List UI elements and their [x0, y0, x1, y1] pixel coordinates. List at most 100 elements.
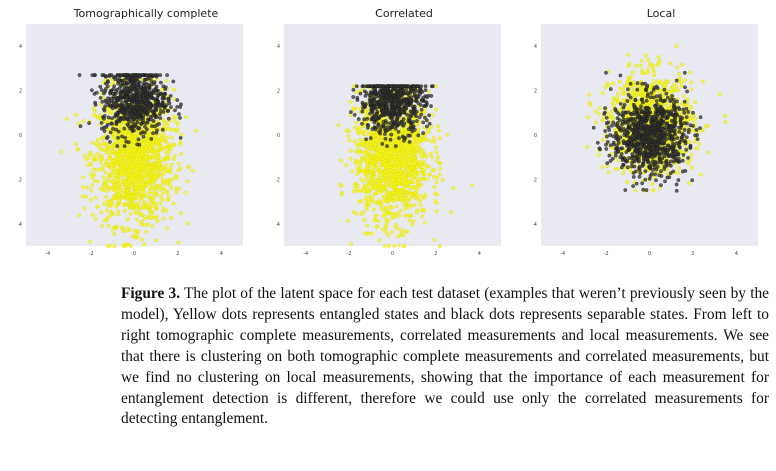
data-point [403, 177, 408, 182]
data-point [420, 214, 424, 219]
data-point [369, 90, 373, 95]
data-point [122, 126, 127, 131]
data-point [424, 118, 429, 123]
data-point [122, 144, 127, 148]
data-point [143, 108, 147, 113]
data-point [135, 164, 139, 169]
data-point [356, 161, 361, 165]
data-point [133, 122, 138, 126]
data-point [417, 193, 422, 198]
y-tick-label: 0 [277, 133, 280, 139]
data-point [154, 158, 159, 163]
data-point [408, 192, 412, 196]
data-point [111, 136, 116, 141]
data-point [392, 181, 396, 186]
data-point [159, 195, 163, 200]
data-point [169, 216, 173, 220]
data-point [123, 136, 128, 140]
data-point [136, 115, 141, 119]
data-point [434, 145, 438, 150]
data-point [429, 84, 434, 89]
data-point [169, 186, 174, 190]
data-point [178, 105, 183, 109]
data-point [132, 139, 136, 143]
data-point [394, 223, 398, 227]
data-point [139, 122, 144, 126]
data-point [352, 139, 357, 144]
data-point [354, 211, 359, 216]
data-point [408, 157, 413, 161]
data-point [372, 120, 377, 125]
data-point [185, 221, 190, 226]
data-point [114, 170, 119, 175]
data-point [152, 187, 157, 192]
data-point [348, 148, 353, 153]
data-point [380, 93, 385, 97]
data-point [110, 227, 115, 232]
data-point [160, 96, 165, 101]
data-point [102, 201, 106, 206]
data-point [122, 149, 126, 154]
data-point [387, 121, 392, 126]
data-point [143, 124, 147, 129]
data-point [398, 196, 403, 201]
data-point [146, 222, 151, 227]
data-point [422, 220, 427, 225]
data-point [100, 224, 104, 228]
data-point [621, 91, 626, 96]
data-point [120, 79, 125, 83]
data-point [373, 213, 378, 218]
data-point [355, 166, 360, 170]
data-point [111, 96, 116, 101]
data-point [361, 84, 366, 89]
data-point [143, 82, 147, 87]
panel-title: Local [646, 7, 676, 20]
data-point [102, 91, 106, 96]
data-point [366, 84, 370, 89]
data-point [397, 213, 402, 218]
data-point [101, 148, 105, 153]
data-point [426, 89, 431, 94]
data-point [415, 196, 420, 201]
data-point [415, 123, 419, 127]
data-point [117, 153, 122, 157]
data-point [106, 115, 111, 120]
data-point [391, 195, 396, 199]
data-point [374, 102, 379, 107]
data-point [91, 153, 96, 158]
data-point [392, 185, 397, 189]
data-point [419, 139, 423, 144]
data-point [127, 85, 132, 90]
data-point [98, 84, 103, 89]
data-point [123, 203, 127, 208]
data-point [365, 116, 370, 121]
data-point [128, 206, 133, 210]
data-point [419, 112, 424, 117]
data-point [91, 157, 96, 162]
data-point [133, 135, 137, 140]
data-point [166, 109, 171, 113]
data-point [137, 73, 141, 77]
data-point [141, 134, 146, 139]
data-point [123, 129, 128, 134]
data-point [432, 168, 437, 173]
data-point [626, 52, 631, 57]
data-point [99, 210, 104, 215]
data-point [365, 123, 370, 127]
separable-points [77, 73, 183, 148]
data-point [171, 201, 176, 206]
data-point [405, 229, 410, 234]
data-point [113, 77, 117, 81]
data-point [150, 142, 155, 147]
data-point [161, 123, 165, 128]
data-point [93, 100, 97, 105]
data-point [147, 161, 152, 166]
data-point [594, 120, 598, 125]
data-point [374, 138, 379, 143]
data-point [142, 78, 147, 82]
data-point [363, 231, 367, 236]
data-point [394, 117, 399, 122]
data-point [372, 172, 376, 176]
data-point [393, 99, 397, 103]
